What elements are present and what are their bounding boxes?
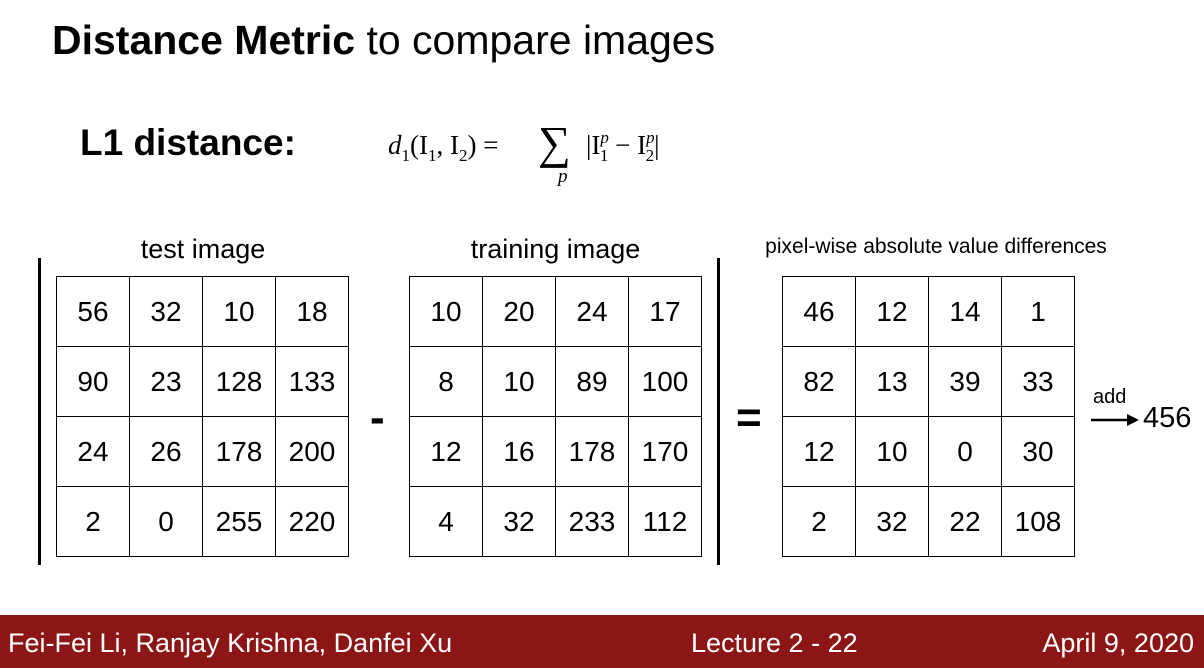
grid-cell: 233 bbox=[555, 486, 629, 557]
footer-lecture: Lecture 2 - 22 bbox=[691, 628, 858, 658]
grid-row: 2 32 22 108 bbox=[782, 486, 1075, 557]
footer-date: April 9, 2020 bbox=[1042, 628, 1194, 658]
grid-row: 10 20 24 17 bbox=[409, 276, 702, 347]
grid-cell: 89 bbox=[555, 346, 629, 417]
grid-cell: 10 bbox=[482, 346, 556, 417]
grid-cell: 30 bbox=[1001, 416, 1075, 487]
footer-authors: Fei-Fei Li, Ranjay Krishna, Danfei Xu bbox=[8, 628, 453, 658]
grid-cell: 2 bbox=[782, 486, 856, 557]
sum-index: p bbox=[558, 166, 568, 187]
grid-cell: 39 bbox=[928, 346, 1002, 417]
grid-row: 24 26 178 200 bbox=[56, 416, 349, 487]
test-image-grid: 56 32 10 18 90 23 128 133 24 26 178 200 2 0 255 220 bbox=[56, 276, 349, 557]
grid-cell: 10 bbox=[409, 276, 483, 347]
grid-row: 56 32 10 18 bbox=[56, 276, 349, 347]
grid-row: 82 13 39 33 bbox=[782, 346, 1075, 417]
grid-row: 12 16 178 170 bbox=[409, 416, 702, 487]
grid-cell: 112 bbox=[628, 486, 702, 557]
grid-cell: 255 bbox=[202, 486, 276, 557]
l1-distance-label: L1 distance: bbox=[80, 122, 296, 163]
grid-cell: 32 bbox=[855, 486, 929, 557]
right-arrow-icon bbox=[1091, 414, 1139, 426]
grid-row: 46 12 14 1 bbox=[782, 276, 1075, 347]
grid-cell: 108 bbox=[1001, 486, 1075, 557]
grid-cell: 56 bbox=[56, 276, 130, 347]
grid-cell: 22 bbox=[928, 486, 1002, 557]
grid-cell: 18 bbox=[275, 276, 349, 347]
grid-cell: 178 bbox=[555, 416, 629, 487]
differences-grid: 46 12 14 1 82 13 39 33 12 10 0 30 2 32 22 108 bbox=[782, 276, 1075, 557]
equals-operator: = bbox=[736, 393, 762, 442]
grid-cell: 0 bbox=[129, 486, 203, 557]
grid-cell: 17 bbox=[628, 276, 702, 347]
formula-lhs: d1(I1, I2) = bbox=[388, 130, 499, 165]
footer-bar: Fei-Fei Li, Ranjay Krishna, Danfei Xu Le… bbox=[0, 615, 1204, 668]
grid-cell: 4 bbox=[409, 486, 483, 557]
grid-row: 90 23 128 133 bbox=[56, 346, 349, 417]
grid-row: 12 10 0 30 bbox=[782, 416, 1075, 487]
grid-cell: 1 bbox=[1001, 276, 1075, 347]
grid-cell: 12 bbox=[855, 276, 929, 347]
grid-cell: 16 bbox=[482, 416, 556, 487]
grid-cell: 100 bbox=[628, 346, 702, 417]
minus-operator: - bbox=[370, 393, 385, 442]
grid-cell: 220 bbox=[275, 486, 349, 557]
grid-cell: 2 bbox=[56, 486, 130, 557]
grid-cell: 0 bbox=[928, 416, 1002, 487]
grid-cell: 24 bbox=[56, 416, 130, 487]
training-image-caption: training image bbox=[470, 234, 641, 264]
sum-result: 456 bbox=[1143, 402, 1192, 434]
differences-caption: pixel-wise absolute value differences bbox=[765, 235, 1107, 258]
grid-cell: 133 bbox=[275, 346, 349, 417]
grid-cell: 32 bbox=[482, 486, 556, 557]
grid-cell: 26 bbox=[129, 416, 203, 487]
grid-cell: 12 bbox=[409, 416, 483, 487]
grid-cell: 200 bbox=[275, 416, 349, 487]
grid-cell: 8 bbox=[409, 346, 483, 417]
grid-cell: 14 bbox=[928, 276, 1002, 347]
grid-cell: 32 bbox=[129, 276, 203, 347]
left-divider bbox=[38, 258, 41, 565]
formula-rhs: |Ip1 − Ip2| bbox=[586, 128, 660, 165]
test-image-caption: test image bbox=[140, 234, 266, 264]
grid-cell: 23 bbox=[129, 346, 203, 417]
grid-cell: 178 bbox=[202, 416, 276, 487]
training-image-grid: 10 20 24 17 8 10 89 100 12 16 178 170 4 32 233 112 bbox=[409, 276, 702, 557]
grid-cell: 46 bbox=[782, 276, 856, 347]
slide-title: Distance Metric to compare images bbox=[52, 14, 715, 66]
grid-cell: 13 bbox=[855, 346, 929, 417]
grid-row: 4 32 233 112 bbox=[409, 486, 702, 557]
grid-cell: 82 bbox=[782, 346, 856, 417]
l1-formula: d1(I1, I2) = ∑ p |Ip1 − Ip2| bbox=[388, 118, 728, 198]
grid-cell: 10 bbox=[855, 416, 929, 487]
grid-cell: 90 bbox=[56, 346, 130, 417]
grid-cell: 33 bbox=[1001, 346, 1075, 417]
add-label: add bbox=[1093, 386, 1127, 408]
slide-title-rest: to compare images bbox=[355, 17, 716, 63]
grid-cell: 128 bbox=[202, 346, 276, 417]
grid-cell: 20 bbox=[482, 276, 556, 347]
sum-symbol: ∑ bbox=[538, 117, 571, 168]
grid-cell: 10 bbox=[202, 276, 276, 347]
grid-cell: 24 bbox=[555, 276, 629, 347]
slide-title-bold: Distance Metric bbox=[52, 17, 356, 63]
grid-cell: 12 bbox=[782, 416, 856, 487]
grid-row: 8 10 89 100 bbox=[409, 346, 702, 417]
grid-cell: 170 bbox=[628, 416, 702, 487]
middle-divider bbox=[717, 258, 720, 565]
grid-row: 2 0 255 220 bbox=[56, 486, 349, 557]
